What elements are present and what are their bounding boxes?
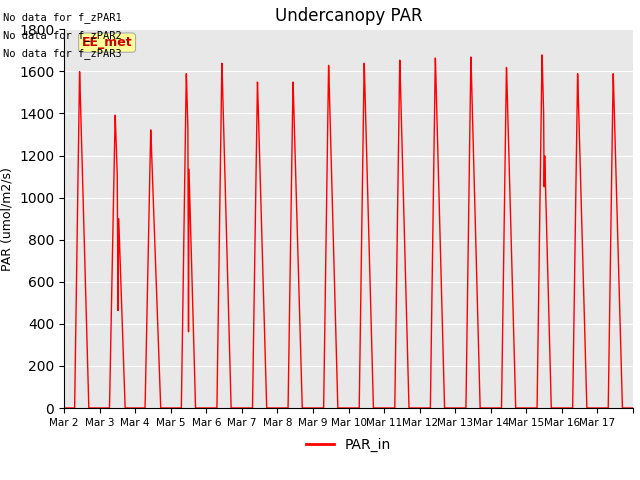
Title: Undercanopy PAR: Undercanopy PAR [275, 7, 422, 25]
Text: No data for f_zPAR2: No data for f_zPAR2 [3, 30, 122, 41]
Text: EE_met: EE_met [82, 36, 132, 49]
Text: No data for f_zPAR1: No data for f_zPAR1 [3, 12, 122, 23]
Y-axis label: PAR (umol/m2/s): PAR (umol/m2/s) [1, 167, 13, 271]
Text: No data for f_zPAR3: No data for f_zPAR3 [3, 48, 122, 60]
Legend: PAR_in: PAR_in [300, 432, 397, 458]
